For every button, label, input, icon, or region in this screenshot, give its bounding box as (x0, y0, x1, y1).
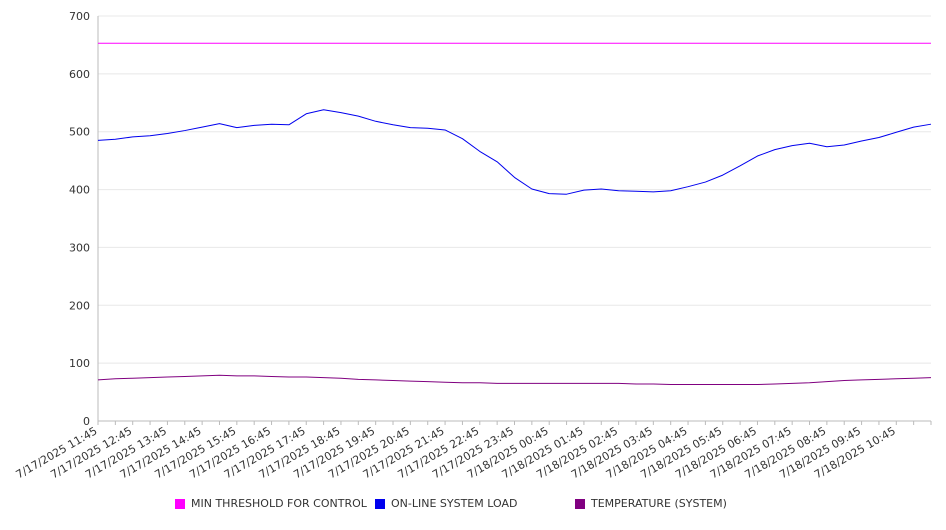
y-tick-label: 300 (69, 241, 90, 254)
legend-item-system-load[interactable]: ON-LINE SYSTEM LOAD (375, 497, 517, 510)
legend: MIN THRESHOLD FOR CONTROL ON-LINE SYSTEM… (0, 497, 946, 515)
legend-label-temperature: TEMPERATURE (SYSTEM) (591, 497, 727, 510)
y-tick-label: 700 (69, 10, 90, 23)
y-tick-label: 500 (69, 126, 90, 139)
y-tick-label: 100 (69, 357, 90, 370)
y-tick-label: 400 (69, 184, 90, 197)
y-tick-label: 200 (69, 299, 90, 312)
legend-item-temperature[interactable]: TEMPERATURE (SYSTEM) (575, 497, 727, 510)
series-line-system-load[interactable] (97, 109, 932, 195)
legend-swatch-system-load (375, 498, 385, 509)
legend-label-min-threshold: MIN THRESHOLD FOR CONTROL (191, 497, 367, 510)
legend-swatch-temperature (575, 498, 585, 509)
legend-item-min-threshold[interactable]: MIN THRESHOLD FOR CONTROL (175, 497, 367, 510)
y-tick-label: 600 (69, 68, 90, 81)
legend-label-system-load: ON-LINE SYSTEM LOAD (391, 497, 518, 510)
y-tick-label: 0 (83, 415, 90, 428)
grid (98, 15, 931, 364)
series (97, 42, 932, 386)
legend-swatch-min-threshold (175, 498, 185, 509)
series-line-temperature[interactable] (97, 374, 932, 386)
